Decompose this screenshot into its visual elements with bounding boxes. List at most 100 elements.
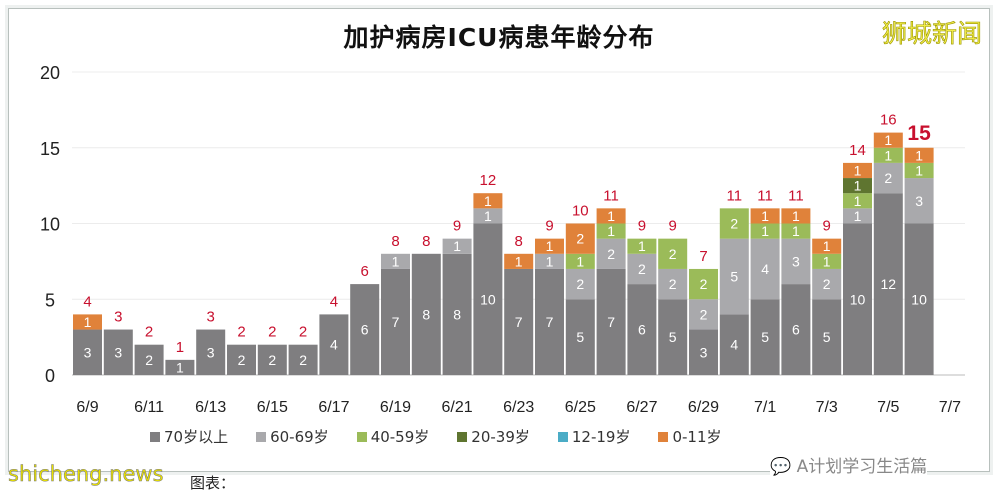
segment-value-label: 7: [607, 314, 615, 330]
bar-segment: [843, 193, 872, 209]
legend-label: 12-19岁: [571, 428, 631, 446]
bar-segment: [873, 147, 903, 163]
bar-segment: [504, 253, 534, 269]
bar-segment: [812, 253, 842, 269]
segment-value-label: 5: [576, 329, 584, 345]
chart-title: 加护病房ICU病患年龄分布: [343, 23, 655, 52]
segment-value-label: 2: [730, 216, 738, 232]
bar-segment: [627, 284, 657, 375]
legend-swatch: [256, 431, 267, 442]
x-tick-label: 6/25: [565, 399, 596, 416]
total-label: 6: [361, 263, 369, 280]
bar-segment: [719, 208, 749, 239]
bar-segment: [381, 253, 410, 269]
total-label: 14: [849, 142, 866, 159]
bar-segment: [73, 314, 102, 330]
segment-value-label: 2: [700, 276, 708, 292]
x-tick-label: 6/27: [626, 399, 657, 416]
bar-segment: [904, 223, 934, 375]
bar-segment: [689, 299, 718, 330]
total-label: 9: [823, 218, 831, 235]
x-tick-label: 6/11: [134, 399, 164, 416]
bar-segment: [596, 268, 626, 375]
legend-item: 70岁以上: [150, 426, 228, 447]
segment-value-label: 1: [515, 253, 523, 269]
bar-segment: [689, 329, 718, 375]
segment-value-label: 1: [884, 132, 892, 148]
bar-segment: [442, 253, 472, 375]
x-tick-label: 6/21: [442, 399, 473, 416]
bar-segment: [843, 208, 872, 224]
segment-value-label: 1: [854, 178, 862, 194]
total-label: 15: [907, 122, 931, 145]
segment-value-label: 1: [392, 253, 400, 269]
segment-value-label: 1: [176, 359, 184, 375]
wechat-label: A计划学习生活篇: [796, 457, 928, 477]
x-tick-label: 6/19: [380, 399, 411, 416]
bar-segment: [812, 238, 842, 254]
legend-item: 60-69岁: [256, 426, 329, 447]
bar-segment: [596, 223, 626, 239]
wechat-account: 💬 A计划学习生活篇: [770, 452, 928, 477]
legend: 70岁以上 60-69岁 40-59岁 20-39岁 12-19岁 0-11岁: [150, 426, 722, 447]
legend-label: 0-11岁: [672, 428, 722, 446]
segment-value-label: 6: [792, 322, 800, 338]
segment-value-label: 1: [823, 253, 831, 269]
x-tick-label: 6/29: [688, 399, 719, 416]
total-label: 8: [515, 233, 523, 250]
bar-segment: [904, 147, 934, 163]
bar-segment: [596, 208, 626, 224]
total-label: 9: [453, 218, 461, 235]
bar-segment: [227, 344, 256, 375]
segment-value-label: 5: [823, 329, 831, 345]
bar-segment: [319, 314, 349, 375]
segment-value-label: 1: [484, 208, 492, 224]
segment-value-label: 1: [915, 147, 923, 163]
bar-segment: [196, 329, 226, 375]
y-tick-label: 15: [40, 139, 60, 159]
segment-value-label: 2: [823, 276, 831, 292]
bar-segment: [750, 223, 780, 239]
bar-segment: [411, 253, 441, 375]
segment-value-label: 2: [638, 261, 646, 277]
segment-value-label: 1: [546, 253, 554, 269]
legend-item: 12-19岁: [557, 426, 631, 447]
segment-value-label: 4: [330, 337, 338, 353]
bar-segment: [843, 162, 872, 179]
total-label: 16: [880, 112, 897, 129]
bar-segment: [535, 253, 564, 269]
bar-segment: [565, 268, 595, 300]
bar-segment: [658, 238, 688, 269]
segment-value-label: 2: [576, 231, 584, 247]
legend-item: 40-59岁: [356, 426, 429, 447]
x-tick-label: 7/7: [939, 399, 961, 416]
total-label: 4: [83, 293, 91, 310]
segment-value-label: 1: [761, 208, 769, 224]
segment-value-label: 1: [607, 208, 615, 224]
x-tick-label: 6/23: [503, 399, 534, 416]
legend-label: 70岁以上: [164, 428, 229, 446]
bar-segment: [812, 268, 842, 300]
segment-value-label: 5: [730, 269, 738, 285]
segment-value-label: 2: [268, 352, 276, 368]
x-tick-label: 6/9: [76, 399, 98, 416]
segment-value-label: 1: [823, 238, 831, 254]
segment-value-label: 3: [207, 344, 215, 360]
bar-segment: [288, 344, 318, 375]
bar-segment: [565, 299, 595, 375]
total-label: 1: [176, 339, 184, 356]
bar-segment: [750, 299, 780, 375]
total-label: 8: [422, 233, 430, 250]
bar-segment: [781, 238, 811, 285]
segment-value-label: 2: [145, 352, 153, 368]
bar-segment: [904, 162, 934, 179]
y-tick-label: 5: [45, 290, 55, 310]
segment-value-label: 6: [361, 322, 369, 338]
segment-value-label: 5: [669, 329, 677, 345]
total-label: 3: [207, 309, 215, 326]
bar-segment: [381, 268, 410, 375]
legend-item: 20-39岁: [457, 426, 530, 447]
total-label: 11: [603, 187, 619, 204]
segment-value-label: 5: [761, 329, 769, 345]
